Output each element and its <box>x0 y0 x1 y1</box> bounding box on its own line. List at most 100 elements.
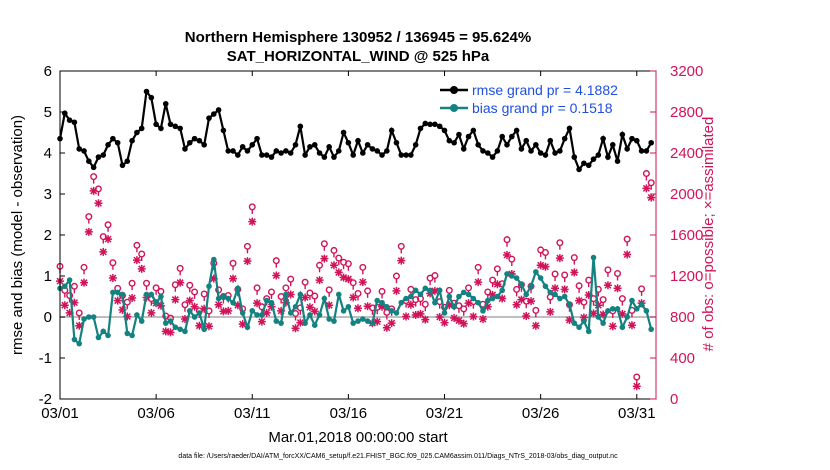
rmse-point <box>62 110 68 117</box>
obs-possible-point <box>191 288 199 296</box>
bias-point <box>441 310 448 316</box>
obs-assimilated-point <box>575 296 584 305</box>
legend-bias-label: bias grand pr = 0.1518 <box>472 100 613 116</box>
obs-assimilated-point <box>469 312 478 321</box>
obs-assimilated-point <box>464 299 473 308</box>
bias-point <box>263 297 270 304</box>
obs-possible-point <box>642 170 650 178</box>
rmse-point <box>422 120 429 127</box>
rmse-point <box>369 146 376 152</box>
y-tick-label: 4 <box>44 145 52 162</box>
obs-assimilated-point <box>108 274 117 283</box>
obs-assimilated-point <box>349 293 358 302</box>
rmse-point <box>95 154 102 160</box>
obs-assimilated-point <box>536 261 545 270</box>
obs-possible-point <box>445 286 453 294</box>
bias-point <box>302 320 308 326</box>
rmse-point <box>211 111 217 117</box>
obs-possible-point <box>311 292 319 300</box>
x-tick-label: 03/21 <box>426 405 464 422</box>
obs-assimilated-point <box>75 321 84 330</box>
bias-point <box>398 299 405 306</box>
rmse-point <box>153 121 159 128</box>
obs-assimilated-point <box>118 305 127 314</box>
obs-assimilated-point <box>382 323 391 332</box>
obs-possible-point <box>335 254 343 262</box>
obs-possible-point <box>561 271 569 279</box>
y-tick-label: 1 <box>44 268 52 285</box>
bias-point <box>201 326 207 333</box>
bias-point <box>110 289 116 296</box>
obs-assimilated-point <box>527 297 536 306</box>
obs-assimilated-point <box>613 284 622 293</box>
obs-assimilated-point <box>618 309 627 318</box>
rmse-point <box>475 142 481 148</box>
obs-possible-point <box>460 305 468 313</box>
bias-point <box>95 334 102 341</box>
obs-possible-point <box>133 241 141 249</box>
bias-point <box>331 318 337 324</box>
bias-point <box>244 324 251 331</box>
rmse-point <box>638 148 645 154</box>
y-right-tick-label: 2400 <box>670 145 703 162</box>
obs-assimilated-point <box>570 268 579 277</box>
bias-point <box>379 299 385 306</box>
rmse-point <box>177 125 183 132</box>
obs-assimilated-point <box>99 247 108 256</box>
rmse-point <box>215 107 222 113</box>
bias-point <box>590 254 597 261</box>
rmse-point <box>287 150 294 156</box>
rmse-point <box>311 142 318 148</box>
rmse-point <box>393 139 400 146</box>
chart-subtitle: SAT_HORIZONTAL_WIND @ 525 hPa <box>227 48 490 65</box>
bias-point <box>355 318 361 324</box>
obs-possible-point <box>465 284 473 292</box>
obs-assimilated-point <box>253 299 262 308</box>
bias-point <box>287 310 294 316</box>
bias-point <box>360 316 366 322</box>
bias-point <box>182 328 188 335</box>
x-tick-label: 03/01 <box>41 405 79 422</box>
rmse-point <box>278 150 284 156</box>
rmse-point <box>186 139 193 146</box>
rmse-point <box>230 148 236 154</box>
obs-assimilated-point <box>503 250 511 259</box>
rmse-point <box>129 137 135 144</box>
bias-point <box>547 289 554 296</box>
obs-assimilated-point <box>608 322 617 331</box>
bias-point <box>489 295 496 302</box>
bias-point <box>561 293 568 300</box>
rmse-point <box>307 144 313 150</box>
obs-assimilated-point <box>80 278 89 287</box>
bias-point <box>600 320 606 326</box>
x-tick-label: 03/31 <box>618 405 656 422</box>
bias-point <box>254 312 260 318</box>
obs-possible-point <box>176 264 184 272</box>
obs-assimilated-point <box>315 276 324 285</box>
x-tick-label: 03/26 <box>522 405 560 422</box>
rmse-layer <box>57 88 654 173</box>
obs-assimilated-point <box>176 278 185 287</box>
obs-assimilated-point <box>579 313 588 322</box>
obs-possible-point <box>267 288 275 296</box>
rmse-point <box>268 154 275 160</box>
rmse-point <box>374 148 381 154</box>
rmse-point <box>456 131 462 138</box>
bias-point <box>215 295 222 302</box>
obs-possible-point <box>85 213 93 221</box>
bias-point <box>239 310 246 316</box>
x-tick-label: 03/06 <box>137 405 175 422</box>
rmse-point <box>528 148 534 154</box>
bias-point <box>158 293 164 300</box>
bias-point <box>345 303 352 310</box>
rmse-point <box>259 152 265 158</box>
bias-point <box>76 340 83 347</box>
rmse-point <box>143 88 150 95</box>
legend-rmse-label: rmse grand pr = 4.1882 <box>472 82 618 98</box>
obs-assimilated-point <box>180 315 189 324</box>
obs-possible-point <box>614 269 622 277</box>
obs-assimilated-point <box>70 298 79 307</box>
obs-assimilated-point <box>339 273 348 282</box>
obs-assimilated-point <box>647 193 656 202</box>
obs-possible-point <box>320 240 328 248</box>
